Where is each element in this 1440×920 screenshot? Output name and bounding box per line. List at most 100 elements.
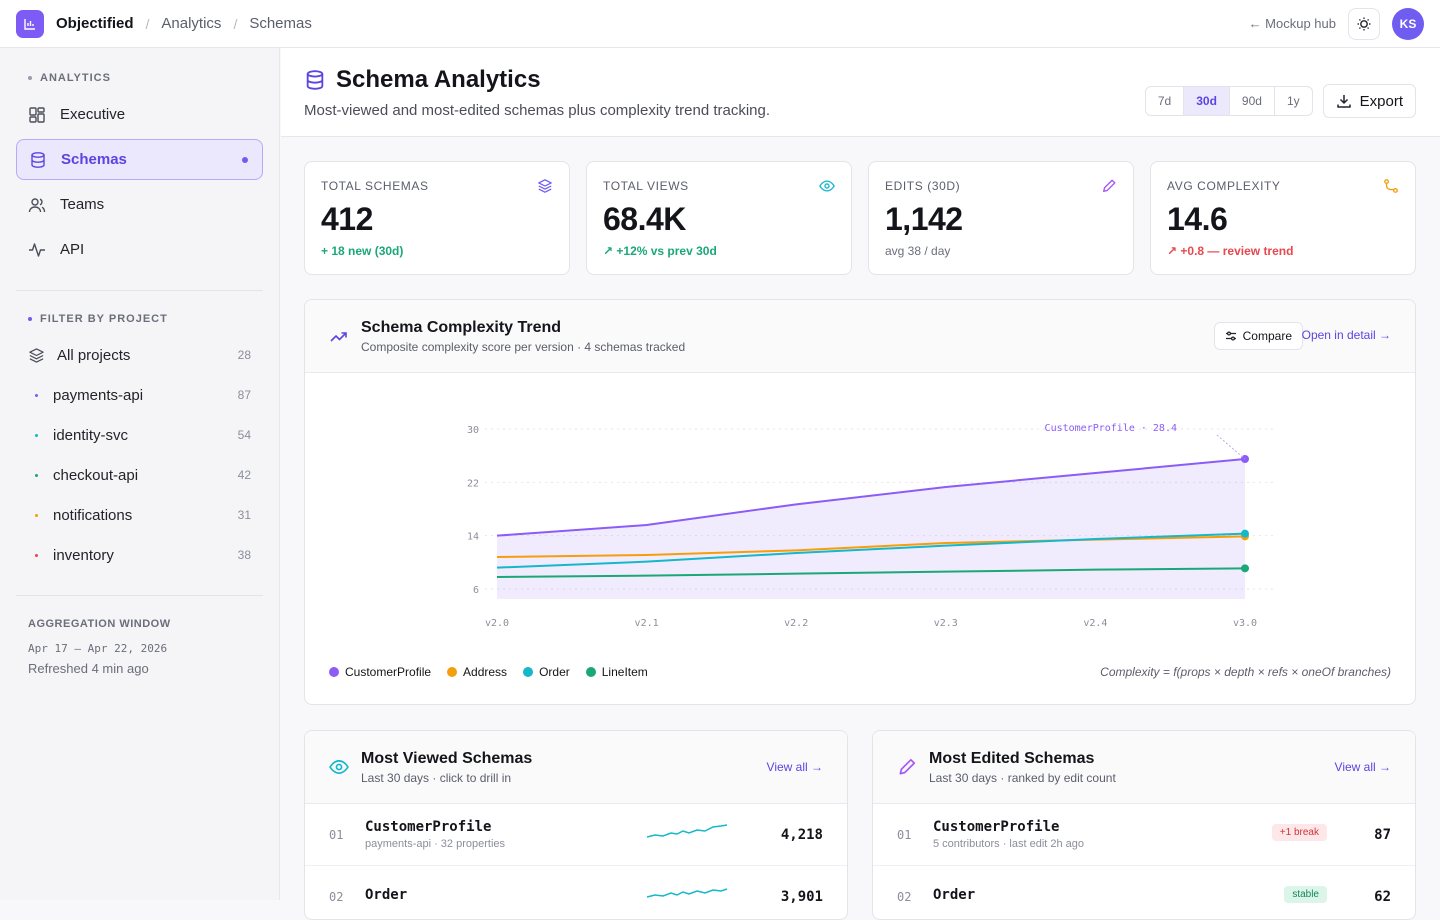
sidebar-divider bbox=[16, 595, 263, 596]
legend-item-order[interactable]: Order bbox=[523, 665, 570, 679]
legend-item-address[interactable]: Address bbox=[447, 665, 507, 679]
layers-icon bbox=[538, 179, 552, 193]
download-icon bbox=[1336, 95, 1351, 108]
project-filter-all[interactable]: All projects 28 bbox=[16, 335, 263, 375]
range-option-1y[interactable]: 1y bbox=[1286, 94, 1300, 108]
active-indicator bbox=[242, 156, 248, 163]
stability-badge: stable bbox=[1284, 886, 1327, 903]
sidebar-item-executive[interactable]: Executive bbox=[16, 94, 263, 135]
card-title: Most Viewed Schemas bbox=[361, 749, 533, 767]
user-avatar[interactable]: KS bbox=[1392, 7, 1424, 40]
most-viewed-card: Most Viewed Schemas Last 30 days · click… bbox=[304, 730, 848, 920]
card-title: Schema Complexity Trend bbox=[361, 318, 562, 336]
row-rank: 02 bbox=[329, 889, 344, 904]
sidebar-item-label: API bbox=[60, 241, 85, 258]
kpi-value: 412 bbox=[321, 201, 373, 237]
project-count: 54 bbox=[237, 428, 251, 442]
project-filter-checkout-api[interactable]: checkout-api 42 bbox=[16, 455, 263, 495]
aggregation-window-title: AGGREGATION WINDOW bbox=[28, 618, 171, 630]
page-subtitle: Most-viewed and most-edited schemas plus… bbox=[304, 102, 771, 119]
sparkline bbox=[647, 824, 728, 838]
sidebar-item-label: Teams bbox=[60, 196, 105, 213]
series-line-customerprofile bbox=[496, 458, 1246, 537]
kpi-edits: EDITS (30D) 1,142 avg 38 / day bbox=[868, 161, 1134, 275]
view-all-link[interactable]: View all → bbox=[766, 760, 823, 774]
table-row[interactable]: 01 CustomerProfile 5 contributors · last… bbox=[873, 804, 1415, 866]
y-tick-label: 6 bbox=[473, 585, 479, 596]
series-endpoint-order bbox=[1241, 529, 1249, 538]
project-filter-notifications[interactable]: notifications 31 bbox=[16, 495, 263, 535]
sidebar-item-schemas[interactable]: Schemas bbox=[16, 139, 263, 180]
dashboard-icon bbox=[29, 106, 45, 123]
kpi-label: EDITS (30D) bbox=[885, 179, 961, 193]
sidebar-section-analytics: ANALYTICS bbox=[16, 72, 263, 84]
open-in-detail-link[interactable]: Open in detail → bbox=[1301, 328, 1391, 342]
kpi-value: 68.4K bbox=[603, 201, 686, 237]
aggregation-range: Apr 17 – Apr 22, 2026 bbox=[28, 642, 168, 655]
y-tick-label: 30 bbox=[467, 425, 479, 436]
project-color-dot bbox=[35, 513, 38, 517]
kpi-delta: ↗ +12% vs prev 30d bbox=[603, 244, 717, 258]
breadcrumb-separator: / bbox=[233, 15, 238, 32]
breadcrumb-brand[interactable]: Objectified bbox=[56, 15, 134, 32]
breadcrumb-analytics[interactable]: Analytics bbox=[161, 15, 222, 32]
project-filter-identity-svc[interactable]: identity-svc 54 bbox=[16, 415, 263, 455]
project-filter-payments-api[interactable]: payments-api 87 bbox=[16, 375, 263, 415]
x-tick-label: v2.1 bbox=[635, 618, 659, 629]
project-label: All projects bbox=[57, 346, 131, 364]
range-option-30d[interactable]: 30d bbox=[1184, 87, 1230, 115]
row-meta: 5 contributors · last edit 2h ago bbox=[933, 838, 1085, 850]
kpi-value: 14.6 bbox=[1167, 201, 1228, 237]
complexity-formula: Complexity = f(props × depth × refs × on… bbox=[1100, 665, 1391, 679]
row-view-count: 3,901 bbox=[780, 888, 823, 905]
range-option-90d[interactable]: 90d bbox=[1230, 87, 1275, 115]
x-tick-label: v2.4 bbox=[1083, 618, 1107, 629]
pencil-icon bbox=[899, 758, 916, 775]
x-tick-label: v3.0 bbox=[1233, 618, 1257, 629]
range-option-7d[interactable]: 7d bbox=[1146, 87, 1185, 115]
card-subtitle: Last 30 days · ranked by edit count bbox=[929, 770, 1116, 785]
legend-item-customerprofile[interactable]: CustomerProfile bbox=[329, 665, 431, 679]
kpi-delta: + 18 new (30d) bbox=[321, 244, 404, 258]
pencil-icon bbox=[1103, 179, 1116, 192]
kpi-label: AVG COMPLEXITY bbox=[1167, 179, 1281, 193]
sparkline bbox=[647, 888, 728, 898]
table-row[interactable]: 01 CustomerProfile payments-api · 32 pro… bbox=[305, 804, 847, 866]
sidebar-item-label: Executive bbox=[60, 106, 126, 123]
row-rank: 02 bbox=[897, 889, 912, 904]
sliders-icon bbox=[1225, 331, 1236, 341]
table-row[interactable]: 02 Order stable 62 bbox=[873, 866, 1415, 919]
annotation-leader bbox=[1216, 434, 1246, 460]
sidebar-item-teams[interactable]: Teams bbox=[16, 184, 263, 225]
eye-icon bbox=[819, 180, 835, 192]
breadcrumb-separator: / bbox=[145, 15, 150, 32]
export-button[interactable]: Export bbox=[1322, 84, 1416, 118]
legend-item-lineitem[interactable]: LineItem bbox=[585, 665, 648, 679]
x-tick-label: v2.2 bbox=[784, 618, 808, 629]
sidebar: ANALYTICS Executive Schemas Teams API FI… bbox=[0, 48, 280, 900]
project-label: inventory bbox=[53, 546, 114, 564]
row-view-count: 4,218 bbox=[780, 826, 823, 843]
project-filter-inventory[interactable]: inventory 38 bbox=[16, 535, 263, 575]
row-schema-name: Order bbox=[933, 887, 976, 903]
sidebar-item-api[interactable]: API bbox=[16, 229, 263, 270]
aggregation-refreshed: Refreshed 4 min ago bbox=[28, 661, 149, 676]
main-content: Schema Analytics Most-viewed and most-ed… bbox=[281, 48, 1440, 920]
view-all-link[interactable]: View all → bbox=[1334, 760, 1391, 774]
card-header: Most Viewed Schemas Last 30 days · click… bbox=[305, 731, 847, 804]
card-header: Most Edited Schemas Last 30 days · ranke… bbox=[873, 731, 1415, 804]
project-count: 31 bbox=[237, 508, 251, 522]
breadcrumb-schemas: Schemas bbox=[249, 15, 312, 32]
series-line-lineitem bbox=[496, 567, 1246, 578]
row-rank: 01 bbox=[329, 827, 344, 842]
theme-toggle-button[interactable] bbox=[1348, 7, 1380, 40]
card-subtitle: Composite complexity score per version ·… bbox=[361, 339, 686, 354]
sidebar-divider bbox=[16, 290, 263, 291]
compare-button[interactable]: Compare bbox=[1213, 322, 1303, 350]
app-logo[interactable] bbox=[16, 9, 44, 38]
mockup-hub-link[interactable]: ← Mockup hub bbox=[1248, 16, 1336, 31]
project-color-dot bbox=[35, 393, 38, 397]
project-count: 87 bbox=[237, 388, 251, 402]
row-meta: payments-api · 32 properties bbox=[365, 838, 506, 850]
table-row[interactable]: 02 Order 3,901 bbox=[305, 866, 847, 919]
